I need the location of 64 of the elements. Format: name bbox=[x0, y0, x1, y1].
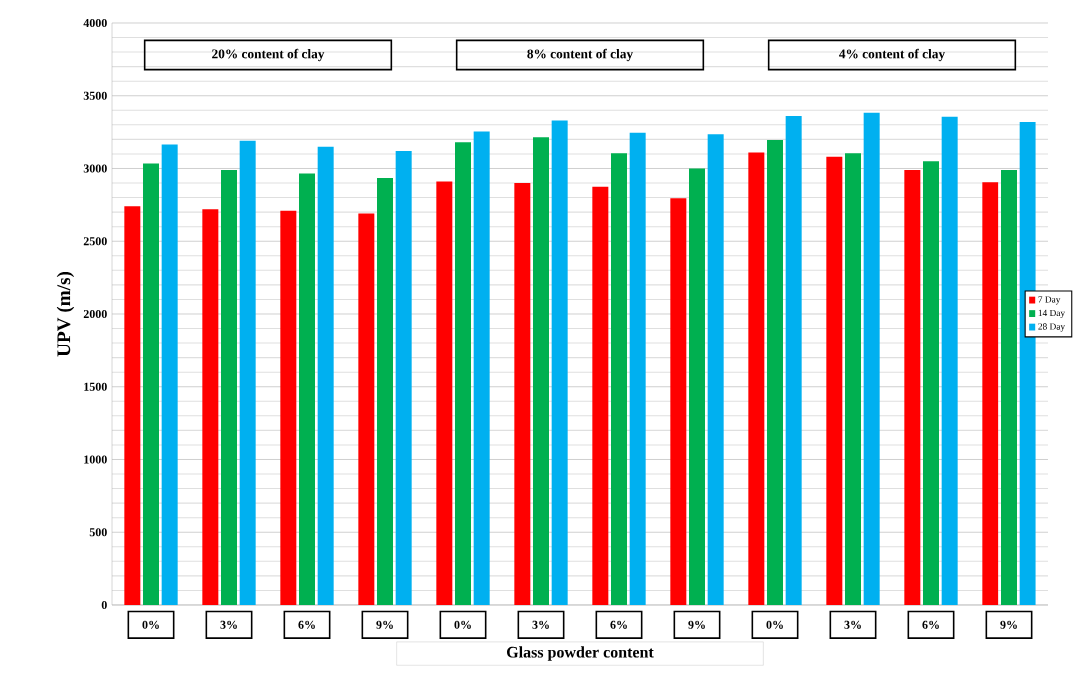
x-tick-label: 9% bbox=[688, 620, 705, 629]
bar bbox=[826, 156, 843, 605]
bar bbox=[863, 112, 880, 605]
bar bbox=[941, 116, 958, 605]
bar bbox=[689, 168, 705, 605]
bar bbox=[202, 209, 219, 605]
y-tick-label: 3500 bbox=[83, 91, 107, 100]
bar bbox=[982, 182, 999, 605]
y-tick-label: 2000 bbox=[83, 309, 107, 319]
bar bbox=[904, 169, 921, 605]
x-tick-label: 0% bbox=[142, 620, 159, 629]
x-tick-label: 9% bbox=[1000, 620, 1017, 629]
bar bbox=[785, 116, 802, 605]
y-tick-label: 500 bbox=[89, 528, 107, 537]
y-tick-label: 0 bbox=[101, 600, 107, 610]
bar bbox=[143, 163, 159, 605]
bar bbox=[221, 169, 237, 605]
y-tick-label: 4000 bbox=[83, 18, 107, 28]
y-tick-label: 3000 bbox=[83, 164, 107, 173]
y-tick-label: 1500 bbox=[84, 382, 107, 391]
bar bbox=[455, 142, 471, 605]
bar bbox=[1001, 169, 1017, 605]
x-tick-label: 6% bbox=[298, 620, 315, 629]
y-axis-title: UPV (m/s) bbox=[56, 271, 75, 357]
legend-label: 28 Day bbox=[1038, 323, 1066, 332]
bar bbox=[670, 198, 687, 605]
bar bbox=[280, 210, 297, 605]
x-tick-label: 0% bbox=[454, 620, 471, 629]
annotation: 4% content of clay bbox=[839, 48, 946, 62]
x-tick-label: 6% bbox=[922, 620, 939, 629]
bar bbox=[845, 153, 861, 605]
bar bbox=[124, 206, 141, 605]
bar bbox=[377, 177, 394, 605]
bar bbox=[533, 137, 549, 605]
bar bbox=[395, 151, 412, 605]
bar bbox=[707, 134, 724, 605]
bar bbox=[239, 140, 256, 605]
x-tick-label: 3% bbox=[532, 620, 549, 629]
bar bbox=[923, 161, 939, 605]
bar bbox=[299, 173, 316, 605]
x-tick-label: 9% bbox=[376, 620, 393, 629]
x-tick-label: 0% bbox=[766, 620, 783, 629]
x-axis-title: Glass powder content bbox=[507, 646, 654, 661]
bar bbox=[358, 213, 375, 605]
legend-label: 14 Day bbox=[1038, 309, 1066, 319]
y-tick-label: 1000 bbox=[84, 455, 107, 464]
bar bbox=[551, 120, 568, 605]
bar bbox=[748, 152, 765, 605]
y-tick-label: 2500 bbox=[83, 237, 107, 246]
bar bbox=[592, 186, 609, 605]
legend-label: 7 Day bbox=[1038, 296, 1061, 305]
bar bbox=[473, 131, 490, 605]
x-tick-label: 3% bbox=[220, 620, 237, 629]
annotation: 20% content of clay bbox=[212, 48, 325, 62]
annotation: 8% content of clay bbox=[527, 48, 634, 62]
x-tick-label: 3% bbox=[844, 620, 861, 629]
bar bbox=[161, 144, 178, 605]
bar bbox=[611, 153, 628, 605]
bar bbox=[317, 146, 334, 605]
bar bbox=[514, 183, 531, 605]
bar bbox=[436, 181, 453, 605]
bar bbox=[629, 132, 646, 605]
bar bbox=[767, 140, 783, 605]
x-tick-label: 6% bbox=[610, 620, 627, 629]
